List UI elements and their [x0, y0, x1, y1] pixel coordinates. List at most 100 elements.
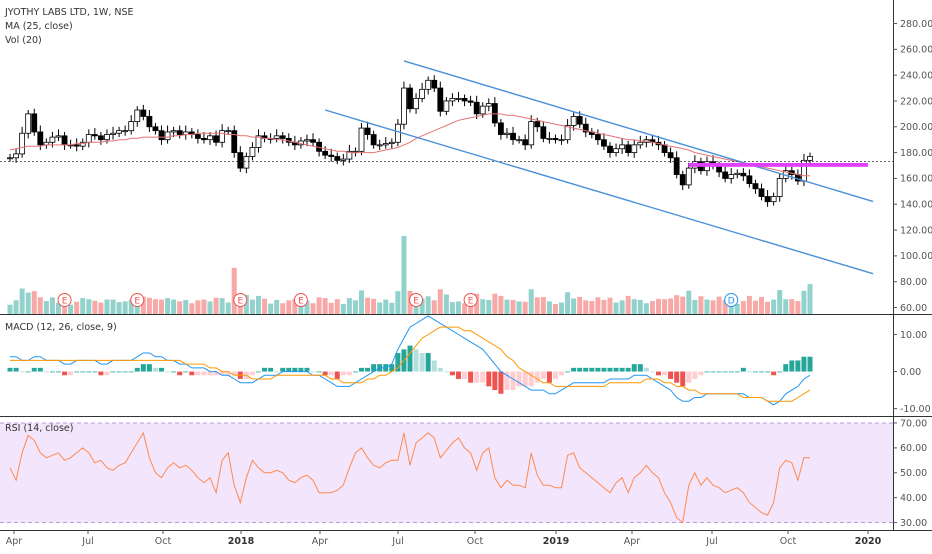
candle-body [231, 130, 238, 154]
candle-body [740, 172, 747, 177]
macd-histogram-bar [462, 371, 468, 379]
volume-bar [680, 296, 686, 314]
price-tick-label: 140.00 [900, 200, 932, 211]
candle-body [7, 157, 13, 160]
macd-histogram-bar [589, 367, 595, 372]
price-candles [7, 75, 813, 207]
volume-bar [777, 290, 783, 314]
macd-histogram-bar [668, 371, 674, 379]
macd-histogram-bar [680, 371, 686, 387]
macd-histogram-bar [43, 371, 49, 373]
macd-histogram-bar [722, 371, 728, 373]
candle-body [637, 141, 644, 146]
macd-histogram-bar [595, 367, 601, 372]
volume-bar [474, 293, 480, 314]
macd-histogram-bar [359, 367, 365, 372]
macd-histogram-bar [734, 371, 740, 373]
macd-histogram-bar [249, 371, 255, 376]
candle-body [243, 156, 250, 169]
volume-bar [492, 293, 498, 314]
volume-bar [92, 300, 98, 314]
volume-bar [122, 301, 128, 314]
macd-histogram-bar [583, 367, 589, 372]
macd-histogram-bar [431, 360, 437, 372]
volume-bar [31, 291, 37, 314]
candle-body [631, 144, 638, 154]
volume-bar [546, 301, 552, 314]
macd-histogram-bar [740, 367, 746, 372]
volume-bar [607, 297, 613, 314]
macd-histogram-bar [7, 367, 13, 372]
volume-bar [183, 299, 189, 314]
time-tick-label: Jul [705, 536, 717, 547]
volume-bar [480, 299, 486, 314]
macd-histogram-bar [613, 367, 619, 372]
volume-bar [759, 297, 765, 314]
macd-histogram-bar [480, 371, 486, 383]
macd-histogram-bar [346, 371, 352, 376]
volume-bar [704, 299, 710, 314]
candle-body [576, 116, 583, 125]
candle-body [455, 97, 462, 100]
macd-histogram-bar [686, 371, 692, 383]
candle-body [807, 156, 813, 161]
macd-histogram-bar [159, 367, 165, 372]
volume-bar [25, 292, 31, 314]
candle-body [146, 116, 153, 128]
macd-histogram-bar [274, 371, 280, 373]
macd-histogram-bar [262, 367, 268, 372]
macd-histogram-bar [619, 367, 625, 372]
volume-bar [559, 302, 565, 314]
macd-histogram-bar [189, 371, 195, 376]
volume-bar [722, 299, 728, 314]
volume-bar [292, 298, 298, 314]
candle-body [607, 145, 613, 154]
candle-body [340, 158, 347, 161]
candle-body [752, 183, 759, 190]
volume-marker-circle [233, 293, 248, 307]
time-tick-label: 2019 [543, 536, 569, 547]
macd-histogram-bar [340, 371, 346, 376]
candle-body [382, 143, 389, 146]
volume-bar [710, 300, 716, 314]
macd-histogram-bar [68, 371, 74, 376]
candle-body [746, 175, 753, 184]
rsi-tick-label: 50.00 [900, 468, 927, 479]
candle-body [552, 138, 559, 141]
macd-histogram-bar [389, 364, 395, 372]
macd-histogram-bar [183, 371, 189, 373]
volume-bar [43, 301, 49, 314]
volume-bar [589, 301, 595, 314]
volume-bar [662, 299, 668, 314]
candle-body [255, 135, 262, 148]
volume-bar [68, 304, 74, 314]
volume-bar [116, 302, 122, 314]
candle-body [376, 144, 383, 147]
macd-histogram-bar [559, 371, 565, 376]
macd-histogram-bar [795, 360, 801, 372]
volume-bar [540, 297, 546, 314]
macd-histogram-bar [86, 371, 92, 373]
candle-body [443, 100, 450, 112]
macd-histogram-bar [425, 353, 431, 372]
volume-bar [577, 297, 583, 314]
macd-histogram-bar [298, 367, 304, 372]
macd-histogram-bar [37, 367, 43, 372]
macd-histogram-bar [92, 371, 98, 373]
macd-histogram-bar [752, 371, 758, 373]
volume-bar [462, 303, 468, 314]
candle-body [273, 135, 280, 139]
macd-histogram-bar [328, 371, 334, 376]
volume-bar [552, 303, 558, 314]
volume-bar [565, 292, 571, 314]
candle-body [122, 130, 129, 133]
rsi-tick-label: 40.00 [900, 493, 927, 504]
candle-body [25, 113, 32, 134]
rsi-line [9, 431, 810, 524]
volume-bar [510, 299, 516, 314]
candle-body [504, 132, 510, 135]
candle-body [346, 150, 353, 160]
